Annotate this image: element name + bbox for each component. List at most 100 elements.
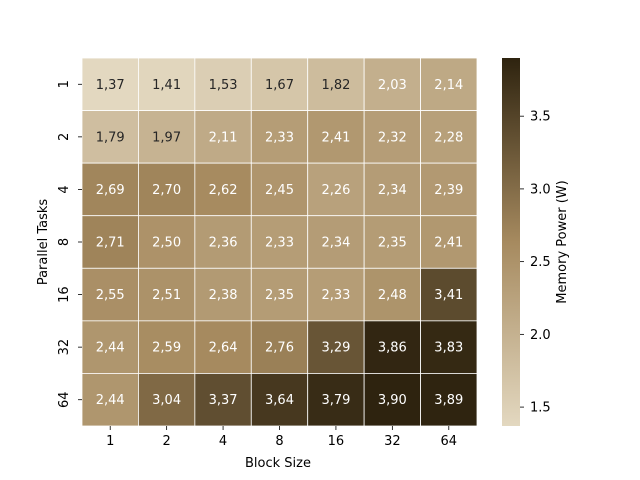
heatmap-cell [194,110,252,164]
heatmap-cell [81,215,139,269]
heatmap-cell [194,320,252,374]
cell-value-label: 2,33 [321,288,350,303]
colorbar-tick-label: 1.5 [530,401,551,416]
heatmap-cell [194,373,252,427]
heatmap-cell [138,162,196,217]
x-tick-label: 4 [219,434,227,449]
heatmap-cell [307,110,365,164]
cell-value-label: 2,03 [378,78,407,93]
colorbar-label: Memory Power (W) [555,180,570,303]
x-tick-label: 1 [106,434,114,449]
y-axis-label: Parallel Tasks [36,199,51,286]
y-tick-label: 64 [57,391,72,408]
cell-value-label: 2,70 [152,183,181,198]
cell-value-label: 3,90 [378,393,407,408]
y-tick-label: 32 [57,339,72,356]
cell-value-label: 3,41 [434,288,463,303]
heatmap-cell [138,57,196,111]
cell-value-label: 2,38 [209,288,238,303]
cell-value-label: 2,62 [209,183,238,198]
cell-value-label: 1,67 [265,78,294,93]
cell-value-label: 3,04 [152,393,181,408]
cell-value-label: 2,48 [378,288,407,303]
cell-value-label: 2,35 [265,288,294,303]
heatmap-cell [250,215,309,269]
heatmap-cell [307,215,365,269]
cell-value-label: 2,50 [152,236,181,251]
cell-value-label: 1,79 [96,130,125,145]
cell-value-label: 2,41 [321,130,350,145]
heatmap-cell [81,373,139,427]
cell-value-label: 2,34 [378,183,407,198]
x-tick-label: 32 [384,434,401,449]
colorbar-tick-label: 2.0 [530,328,551,343]
cell-value-label: 3,89 [434,393,463,408]
cell-value-label: 3,64 [265,393,294,408]
cell-value-label: 2,11 [209,130,238,145]
heatmap-cell [363,320,421,374]
cell-value-label: 1,82 [321,78,350,93]
heatmap-cell [363,110,421,164]
heatmap-cell [420,162,478,217]
cell-value-label: 2,33 [265,236,294,251]
y-tick-label: 16 [57,286,72,303]
heatmap-cell [307,373,365,427]
heatmap-cell [138,373,196,427]
cell-value-label: 3,83 [434,341,463,356]
cell-value-label: 2,71 [96,236,125,251]
x-axis-label: Block Size [245,456,311,471]
y-tick-label: 4 [57,185,72,193]
colorbar [502,58,520,426]
cell-value-label: 2,51 [152,288,181,303]
heatmap-cell [420,267,478,322]
cell-value-label: 2,32 [378,130,407,145]
heatmap-cell [420,110,478,164]
heatmap-cell [81,57,139,111]
colorbar-ticks: 1.5 2.0 2.5 3.0 3.5 [520,110,551,416]
cell-value-label: 1,97 [152,130,181,145]
cell-value-label: 3,86 [378,341,407,356]
cell-value-label: 2,34 [321,236,350,251]
cell-value-label: 2,59 [152,341,181,356]
colorbar-tick-label: 3.5 [530,110,551,125]
x-tick-label: 2 [163,434,171,449]
heatmap-cell [138,110,196,164]
x-axis-ticks: 1 2 4 8 16 32 64 [106,426,457,449]
heatmap-cell [307,162,365,217]
cell-value-label: 3,29 [321,341,350,356]
x-tick-label: 16 [328,434,345,449]
heatmap-cell [81,320,139,374]
cell-value-label: 2,76 [265,341,294,356]
cell-value-label: 2,14 [434,78,463,93]
heatmap-cell [138,267,196,322]
y-tick-label: 8 [57,238,72,246]
cell-value-label: 3,79 [321,393,350,408]
cell-value-label: 2,28 [434,130,463,145]
heatmap-cell [420,215,478,269]
cell-value-label: 1,53 [209,78,238,93]
cell-value-label: 3,37 [209,393,238,408]
cell-value-label: 2,35 [378,236,407,251]
heatmap-cell [81,267,139,322]
heatmap-cell [363,162,421,217]
heatmap-cell [194,57,252,111]
cell-value-label: 2,64 [209,341,238,356]
cell-value-label: 2,44 [96,393,125,408]
cell-value-label: 2,45 [265,183,294,198]
cell-value-label: 2,44 [96,341,125,356]
y-tick-label: 2 [57,133,72,141]
cell-value-label: 2,33 [265,130,294,145]
heatmap-cell [194,267,252,322]
cell-value-label: 2,36 [209,236,238,251]
cell-value-label: 2,69 [96,183,125,198]
y-tick-label: 1 [57,80,72,88]
colorbar-tick-label: 2.5 [530,255,551,270]
heatmap-cell [138,215,196,269]
heatmap-cell [194,215,252,269]
heatmap-cell [250,162,309,217]
cell-value-label: 2,39 [434,183,463,198]
x-tick-label: 64 [441,434,458,449]
heatmap-cells: 1,37 1,41 1,53 1,67 1,82 2,03 2,14 1,79 1,97 2,11… [81,57,478,427]
heatmap-cell [420,373,478,427]
